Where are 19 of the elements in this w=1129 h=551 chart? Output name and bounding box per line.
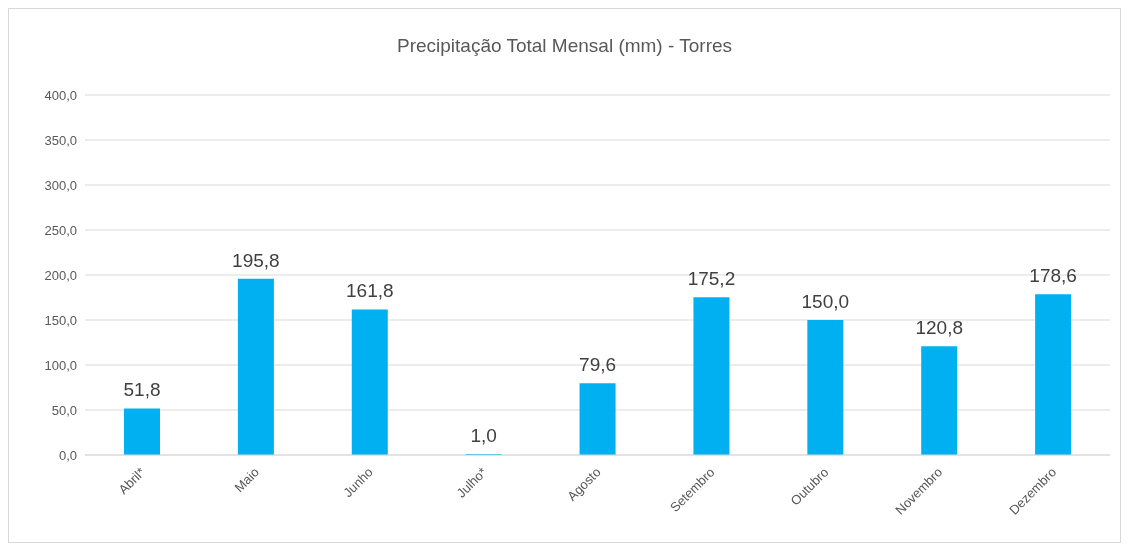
y-tick-label: 250,0 — [44, 222, 77, 238]
y-tick-label: 150,0 — [44, 312, 77, 328]
data-label: 51,8 — [123, 379, 161, 401]
y-tick-label: 400,0 — [44, 87, 77, 103]
y-tick-label: 0,0 — [58, 447, 77, 463]
chart-title: Precipitação Total Mensal (mm) - Torres — [395, 35, 734, 57]
y-tick-label: 300,0 — [44, 177, 77, 193]
data-label: 195,8 — [232, 249, 280, 271]
y-tick-label: 200,0 — [44, 267, 77, 283]
data-label: 120,8 — [915, 317, 963, 339]
data-label: 1,0 — [470, 425, 497, 447]
y-tick-label: 100,0 — [44, 357, 77, 373]
y-tick-label: 50,0 — [51, 402, 77, 418]
y-tick-label: 350,0 — [44, 132, 77, 148]
data-label: 175,2 — [687, 268, 736, 290]
data-label: 150,0 — [801, 291, 850, 312]
data-label: 161,8 — [346, 280, 394, 302]
data-label: 79,6 — [579, 354, 617, 376]
data-label: 178,6 — [1029, 265, 1077, 287]
